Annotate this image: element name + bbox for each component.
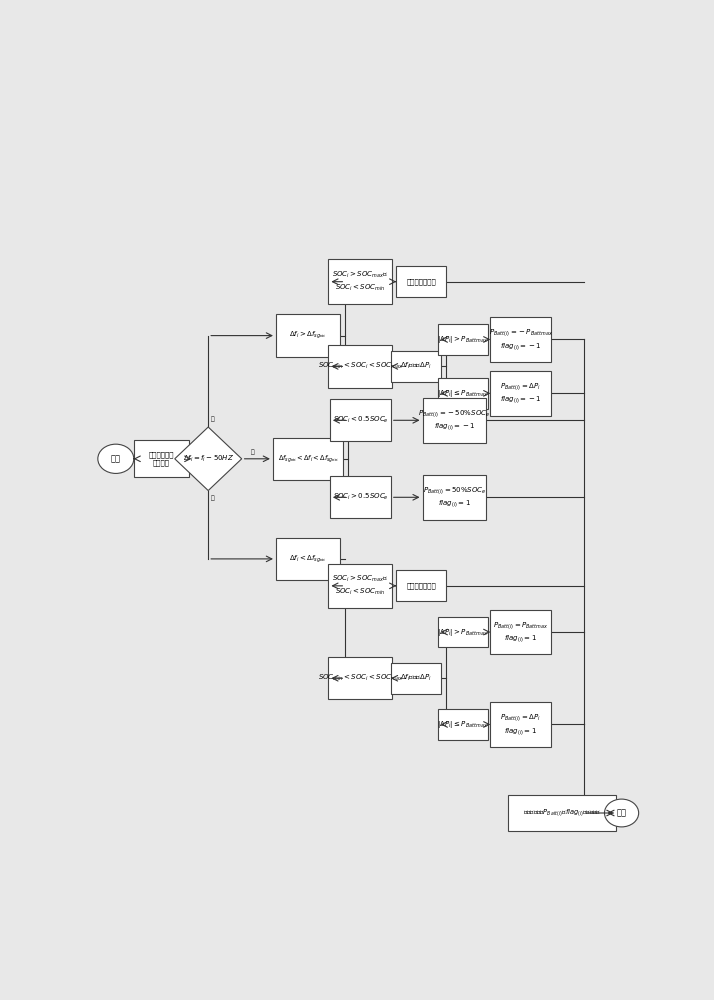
Ellipse shape (605, 799, 638, 827)
Text: 结束: 结束 (617, 808, 627, 818)
Text: $P_{Batt(i)} = P_{Battmax}$
$flag_{(i)} = 1$: $P_{Batt(i)} = P_{Battmax}$ $flag_{(i)} … (493, 620, 548, 644)
Text: $SOC_i > SOC_{max}$或
$SOC_i < SOC_{min}$: $SOC_i > SOC_{max}$或 $SOC_i < SOC_{min}$ (332, 270, 388, 293)
Bar (328, 564, 393, 608)
Text: 是: 是 (211, 417, 214, 422)
Ellipse shape (98, 444, 134, 473)
Bar (330, 399, 391, 441)
Bar (508, 795, 616, 831)
Text: 储能系统不动作: 储能系统不动作 (406, 583, 436, 589)
Bar (396, 570, 446, 601)
Bar (273, 438, 343, 480)
Bar (423, 398, 486, 443)
Bar (438, 617, 488, 647)
Text: $\Delta f_i = f_i - 50HZ$: $\Delta f_i = f_i - 50HZ$ (183, 454, 233, 464)
Text: $|\Delta P_i| \leq P_{Battmax}$: $|\Delta P_i| \leq P_{Battmax}$ (437, 719, 488, 730)
Bar (491, 317, 551, 362)
Text: 开始: 开始 (111, 454, 121, 463)
Text: $|\Delta P_i| > P_{Battmax}$: $|\Delta P_i| > P_{Battmax}$ (437, 627, 488, 638)
Text: $\Delta f_i$换算成$\Delta P_i$: $\Delta f_i$换算成$\Delta P_i$ (400, 361, 431, 371)
Bar (328, 657, 393, 699)
Text: 发送控制指令$P_{Batt(i)}$和$flag_{(i)}$给储能系统: 发送控制指令$P_{Batt(i)}$和$flag_{(i)}$给储能系统 (523, 808, 602, 818)
Text: $|\Delta P_i| > P_{Battmax}$: $|\Delta P_i| > P_{Battmax}$ (437, 334, 488, 345)
Text: $\Delta f_{sg下限} < \Delta f_i < \Delta f_{sg上限}$: $\Delta f_{sg下限} < \Delta f_i < \Delta f… (278, 453, 338, 465)
Bar (438, 709, 488, 740)
Bar (391, 351, 441, 382)
Text: $\Delta f_i$换算成$\Delta P_i$: $\Delta f_i$换算成$\Delta P_i$ (400, 673, 431, 683)
Text: $P_{Batt(i)} = 50\%SOC_e$
$flag_{(i)} = 1$: $P_{Batt(i)} = 50\%SOC_e$ $flag_{(i)} = … (423, 485, 486, 509)
Text: 是: 是 (211, 495, 214, 501)
Text: $P_{Batt(i)} = -P_{Battmax}$
$flag_{(i)} = -1$: $P_{Batt(i)} = -P_{Battmax}$ $flag_{(i)}… (489, 327, 553, 352)
Text: $SOC_i > SOC_{max}$或
$SOC_i < SOC_{min}$: $SOC_i > SOC_{max}$或 $SOC_i < SOC_{min}$ (332, 574, 388, 597)
Text: $P_{Batt(i)} = \Delta P_i$
$flag_{(i)} = -1$: $P_{Batt(i)} = \Delta P_i$ $flag_{(i)} =… (500, 381, 542, 405)
Bar (276, 314, 340, 357)
Polygon shape (175, 427, 242, 491)
Bar (134, 440, 188, 477)
Text: 实时采集电网
频率数据: 实时采集电网 频率数据 (149, 451, 174, 466)
Bar (438, 378, 488, 409)
Text: $P_{Batt(i)} = \Delta P_i$
$flag_{(i)} = 1$: $P_{Batt(i)} = \Delta P_i$ $flag_{(i)} =… (501, 712, 541, 737)
Text: 否: 否 (251, 450, 255, 455)
Text: $\Delta f_i > \Delta f_{sg上限}$: $\Delta f_i > \Delta f_{sg上限}$ (289, 330, 326, 341)
Text: $P_{Batt(i)} = -50\%SOC_e$
$flag_{(i)} = -1$: $P_{Batt(i)} = -50\%SOC_e$ $flag_{(i)} =… (418, 408, 491, 432)
Bar (423, 475, 486, 520)
Bar (328, 345, 393, 388)
Bar (328, 259, 393, 304)
Bar (330, 476, 391, 518)
Text: $\Delta f_i < \Delta f_{sg下限}$: $\Delta f_i < \Delta f_{sg下限}$ (289, 553, 326, 565)
Text: 储能系统不动作: 储能系统不动作 (406, 278, 436, 285)
Text: $SOC_i > 0.5SOC_e$: $SOC_i > 0.5SOC_e$ (333, 492, 388, 502)
Bar (396, 266, 446, 297)
Text: $|\Delta P_i| \leq P_{Battmax}$: $|\Delta P_i| \leq P_{Battmax}$ (437, 388, 488, 399)
Bar (491, 702, 551, 747)
Text: $SOC_{min} < SOC_i < SOC_{max}$: $SOC_{min} < SOC_i < SOC_{max}$ (318, 673, 403, 683)
Bar (491, 371, 551, 416)
Bar (391, 663, 441, 694)
Bar (276, 538, 340, 580)
Bar (438, 324, 488, 355)
Text: $SOC_i < 0.5SOC_e$: $SOC_i < 0.5SOC_e$ (333, 415, 388, 425)
Text: $SOC_{min} < SOC_i < SOC_{max}$: $SOC_{min} < SOC_i < SOC_{max}$ (318, 361, 403, 371)
Bar (491, 610, 551, 654)
